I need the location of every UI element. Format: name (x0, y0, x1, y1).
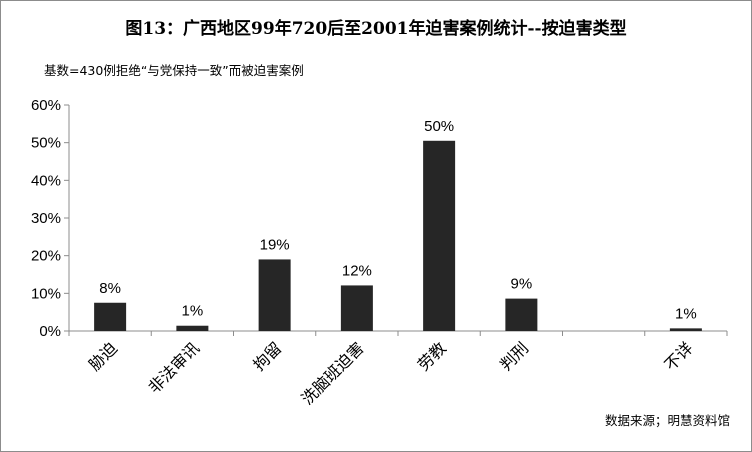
data-label: 12% (342, 262, 372, 279)
data-label: 1% (675, 305, 697, 322)
y-tick-label: 40% (31, 172, 61, 189)
y-tick-label: 10% (31, 285, 61, 302)
category-label: 劳教 (414, 338, 450, 374)
bar (340, 285, 373, 331)
chart-subtitle: 基数=430例拒绝“与党保持一致”而被迫害案例 (44, 63, 304, 78)
category-label: 判刑 (496, 338, 532, 374)
category-label: 胁迫 (85, 338, 121, 374)
data-label: 50% (424, 118, 454, 135)
y-tick-label: 50% (31, 135, 61, 152)
chart-title: 图13：广西地区99年720后至2001年迫害案例统计--按迫害类型 (125, 19, 627, 39)
data-label: 9% (511, 276, 533, 293)
category-label: 洗脑班迫害 (298, 338, 368, 408)
y-tick-label: 0% (39, 323, 61, 340)
data-label: 1% (182, 303, 204, 320)
bar (505, 298, 538, 331)
data-label: 8% (99, 280, 121, 297)
source-note: 数据来源；明慧资料馆 (604, 413, 730, 428)
data-label: 19% (260, 236, 290, 253)
category-label: 非法审讯 (145, 338, 204, 397)
y-tick-label: 60% (31, 97, 61, 114)
bar (669, 328, 702, 331)
bar (94, 302, 127, 331)
bar (258, 259, 291, 331)
bar (423, 140, 456, 331)
y-tick-label: 30% (31, 210, 61, 227)
y-tick-label: 20% (31, 248, 61, 265)
category-label: 拘留 (249, 338, 285, 374)
bar (176, 325, 209, 331)
category-label: 不详 (661, 338, 697, 374)
